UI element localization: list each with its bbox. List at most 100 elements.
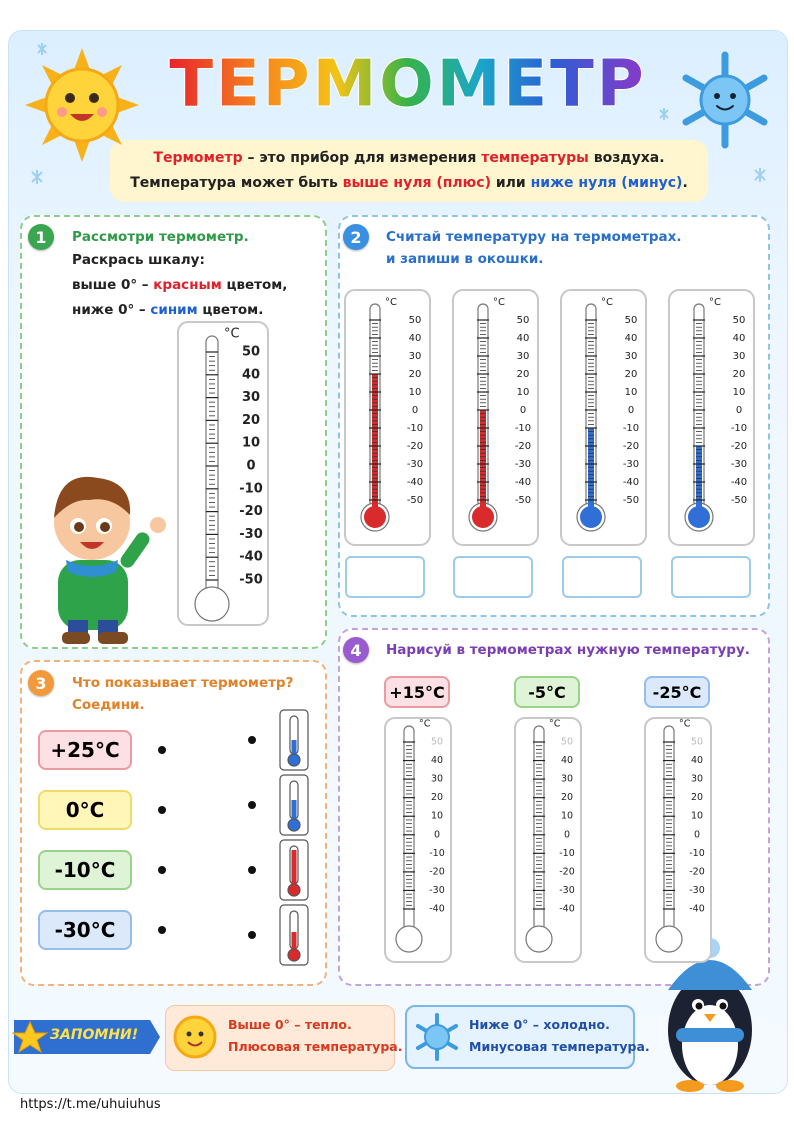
unit-label: °С bbox=[709, 297, 721, 308]
unit-label: °С bbox=[385, 297, 397, 308]
scale-label: -20 bbox=[689, 866, 705, 877]
scale-label: 20 bbox=[431, 792, 443, 803]
instruction-line: Раскрась шкалу: bbox=[72, 248, 287, 273]
scale-label: 30 bbox=[409, 351, 422, 362]
connect-dot[interactable] bbox=[158, 866, 166, 874]
section-title: Нарисуй в термометрах нужную температуру… bbox=[386, 642, 750, 658]
boy-illustration bbox=[54, 476, 166, 644]
instruction-text: Раскрась шкалу: bbox=[72, 252, 205, 268]
sun-illustration bbox=[25, 48, 139, 162]
connect-dot[interactable] bbox=[158, 926, 166, 934]
scale-label: 50 bbox=[409, 315, 422, 326]
scale-label: 40 bbox=[625, 333, 638, 344]
answer-box[interactable] bbox=[345, 556, 425, 598]
thermometer-frame bbox=[644, 717, 712, 963]
intro-text: Термометр bbox=[153, 150, 243, 166]
thermometer-bulb bbox=[395, 925, 423, 953]
scale-label: -50 bbox=[407, 495, 423, 506]
penguin-illustration bbox=[668, 938, 752, 1092]
thermometer-frame bbox=[514, 717, 582, 963]
scale-label: 30 bbox=[431, 774, 443, 785]
thermometer-frame bbox=[668, 289, 755, 546]
mercury-bulb bbox=[580, 506, 602, 528]
thermometer-bulb bbox=[194, 586, 230, 622]
thermometer-bulb bbox=[655, 925, 683, 953]
scale-label: 50 bbox=[691, 737, 703, 748]
scale-label: 40 bbox=[409, 333, 422, 344]
mercury-bulb bbox=[472, 506, 494, 528]
scale-label: -10 bbox=[623, 423, 639, 434]
instruction-text: красным bbox=[153, 277, 222, 293]
connect-dot[interactable] bbox=[248, 866, 256, 874]
scale-label: -10 bbox=[689, 848, 705, 859]
scale-label: 20 bbox=[625, 369, 638, 380]
connect-dot[interactable] bbox=[158, 746, 166, 754]
scale-label: -50 bbox=[623, 495, 639, 506]
scale-label: 50 bbox=[733, 315, 746, 326]
section-number: 4 bbox=[343, 637, 369, 663]
intro-text: – это прибор для измерения bbox=[242, 150, 482, 166]
scale-label: 0 bbox=[246, 459, 255, 474]
small-sun-icon bbox=[173, 1015, 217, 1059]
connect-dot[interactable] bbox=[158, 806, 166, 814]
scale-label: 20 bbox=[242, 413, 260, 428]
answer-box[interactable] bbox=[671, 556, 751, 598]
scale-label: 10 bbox=[517, 387, 530, 398]
scale-label: 10 bbox=[242, 436, 260, 451]
option: -30°С bbox=[38, 910, 132, 950]
scale-label: 40 bbox=[517, 333, 530, 344]
section-number: 3 bbox=[28, 670, 54, 696]
page-title: ТЕРМОМЕТР bbox=[169, 48, 646, 122]
connect-dot[interactable] bbox=[248, 736, 256, 744]
option: 0°С bbox=[38, 790, 132, 830]
scale-label: -40 bbox=[407, 477, 423, 488]
scale-label: 40 bbox=[242, 367, 260, 382]
thermometer: °С50 40 30 20 10 0 -10 -20 -30 -40 bbox=[384, 717, 452, 963]
scale-label: -30 bbox=[407, 459, 423, 470]
scale-label: 0 bbox=[412, 405, 418, 416]
thermometer-bulb bbox=[525, 925, 553, 953]
thermometer-frame bbox=[177, 321, 269, 626]
scale-label: -40 bbox=[623, 477, 639, 488]
scale-label: -40 bbox=[559, 904, 575, 915]
scale-label: -20 bbox=[239, 504, 263, 519]
scale-label: 0 bbox=[434, 829, 440, 840]
scale-label: 10 bbox=[431, 811, 443, 822]
scale-label: 40 bbox=[431, 755, 443, 766]
unit-label: °С bbox=[419, 719, 431, 730]
scale-label: -40 bbox=[239, 550, 263, 565]
connect-dot[interactable] bbox=[248, 931, 256, 939]
title-line: Считай температуру на термометрах. bbox=[386, 229, 682, 245]
scale-label: -50 bbox=[515, 495, 531, 506]
cold-note: Ниже 0° – холодно. Минусовая температура… bbox=[469, 1014, 650, 1058]
intro: Термометр – это прибор для измерения тем… bbox=[110, 146, 708, 196]
scale-label: 50 bbox=[625, 315, 638, 326]
intro-text: температуры bbox=[481, 150, 589, 166]
scale-label: -30 bbox=[559, 885, 575, 896]
instruction-text: ниже 0° – bbox=[72, 302, 151, 318]
instruction-text: цветом, bbox=[221, 277, 288, 293]
instruction-text: цветом. bbox=[197, 302, 264, 318]
answer-box[interactable] bbox=[453, 556, 533, 598]
scale-label: 20 bbox=[517, 369, 530, 380]
star-icon bbox=[11, 1020, 49, 1054]
small-snowflake-icon bbox=[416, 1013, 458, 1061]
intro-text: воздуха. bbox=[588, 150, 665, 166]
answer-box[interactable] bbox=[562, 556, 642, 598]
title-line: Что показывает термометр? bbox=[72, 675, 294, 691]
footer-link[interactable]: https://t.me/uhuiuhus bbox=[20, 1097, 161, 1112]
scale-label: 30 bbox=[561, 774, 573, 785]
scale-label: 10 bbox=[691, 811, 703, 822]
connect-dot[interactable] bbox=[248, 801, 256, 809]
scale-label: 20 bbox=[691, 792, 703, 803]
scale-label: -40 bbox=[731, 477, 747, 488]
instruction-line: ниже 0° – синим цветом. bbox=[72, 298, 287, 323]
scale-label: 30 bbox=[625, 351, 638, 362]
section-title: Что показывает термометр? Соедини. bbox=[72, 672, 293, 716]
